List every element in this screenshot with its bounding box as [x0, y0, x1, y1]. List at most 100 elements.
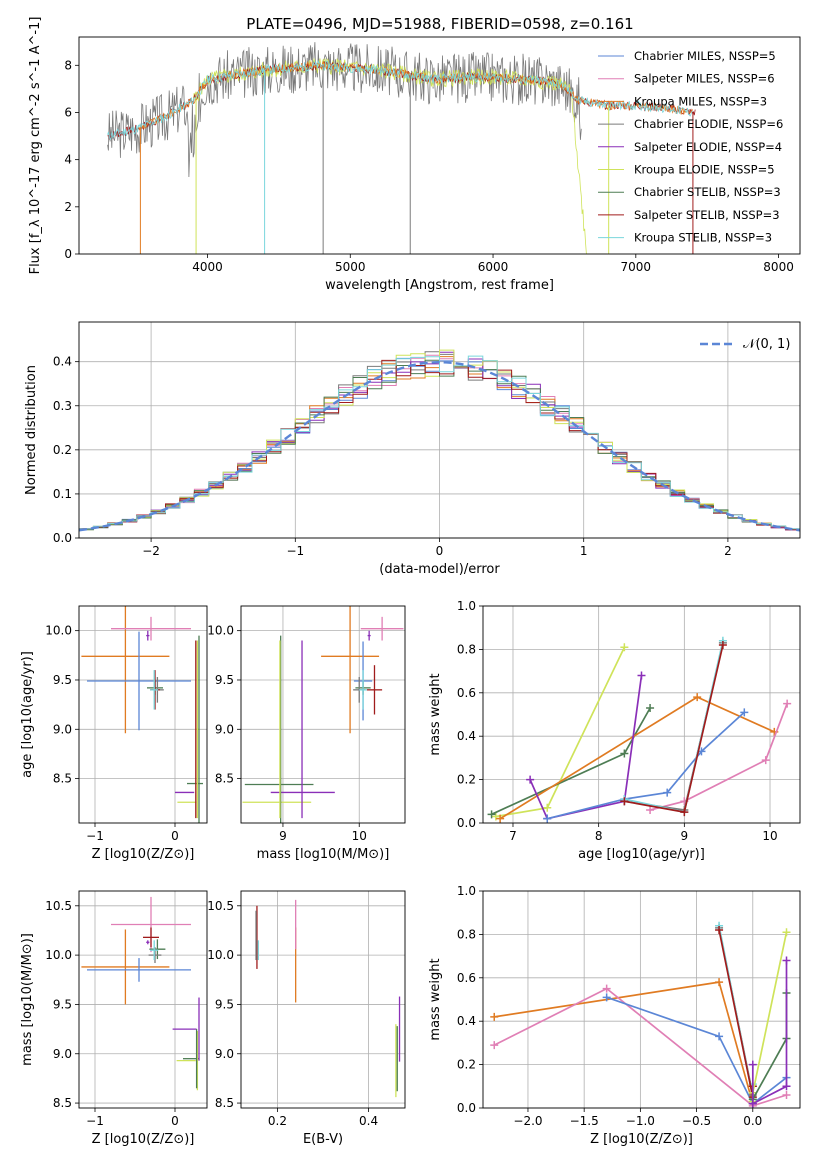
- x-tick-label: −2: [142, 544, 160, 558]
- x-tick-label: 0: [171, 829, 179, 843]
- x-axis-label: age [log10(age/yr)]: [578, 847, 705, 862]
- x-tick-label: 10: [762, 829, 777, 843]
- y-axis-label: age [log10(age/yr)]: [20, 651, 35, 778]
- x-axis-label: (data-model)/error: [379, 562, 500, 577]
- x-tick-label: 4000: [192, 260, 223, 274]
- y-tick-label: 0.6: [457, 971, 476, 985]
- point-marker: [693, 693, 702, 702]
- legend-label: Salpeter MILES, NSSP=6: [634, 72, 775, 86]
- x-tick-label: 7: [509, 829, 517, 843]
- x-tick-label: 8000: [763, 260, 794, 274]
- x-tick-label: 5000: [335, 260, 366, 274]
- point-marker: [646, 805, 655, 814]
- x-tick-label: 1: [580, 544, 588, 558]
- plot-area: [81, 896, 200, 1091]
- y-tick-label: 0.4: [457, 1014, 476, 1028]
- point-marker: [761, 756, 770, 765]
- y-tick-label: 9.0: [53, 722, 72, 736]
- axes-frame: [78, 321, 801, 539]
- axes-frame: [78, 605, 208, 824]
- point-marker: [496, 814, 505, 823]
- point-marker: [740, 708, 749, 717]
- axes-frame: [78, 36, 801, 255]
- axes-frame: [482, 605, 801, 824]
- normal-curve: [79, 360, 800, 532]
- point-marker: [748, 1060, 757, 1069]
- plot-area: [107, 42, 696, 254]
- series-line: [751, 960, 788, 1106]
- y-tick-label: 10.0: [207, 948, 234, 962]
- legend-label: 𝒩(0, 1): [743, 337, 790, 352]
- plot-area: [81, 606, 203, 823]
- axes-frame: [78, 890, 208, 1109]
- Z_vs_mass_weight-panel: −2.0 −1.5 −1.0 −0.5 0.0 0.0 0.2 0.4 0.6 0.8 1.0 Z […: [428, 884, 801, 1147]
- y-axis-label: mass weight: [428, 673, 443, 755]
- point-marker: [526, 775, 535, 784]
- y-tick-label: 10.0: [45, 948, 72, 962]
- y-tick-label: 10.5: [45, 899, 72, 913]
- point-marker: [490, 1012, 499, 1021]
- y-tick-label: 9.0: [215, 1047, 234, 1061]
- x-tick-label: 9: [681, 829, 689, 843]
- x-tick-label: 0: [436, 544, 444, 558]
- point-marker: [487, 810, 496, 819]
- point-marker: [620, 643, 629, 652]
- point-marker: [620, 749, 629, 758]
- series-line: [495, 646, 626, 818]
- point-marker: [680, 808, 689, 817]
- Z_vs_mass-panel: −1 0 8.5 9.0 9.5 10.0 10.5 Z [log10(Z/Z⊙)] mass …: [20, 890, 208, 1147]
- legend-label: Chabrier ELODIE, NSSP=6: [634, 117, 783, 131]
- point-marker: [782, 956, 791, 965]
- y-tick-label: 6: [64, 105, 72, 119]
- y-axis-label: Flux [f_λ 10^-17 erg cm^-2 s^-1 A^-1]: [28, 17, 43, 275]
- x-tick-label: 10: [352, 829, 367, 843]
- series-line: [499, 696, 775, 820]
- y-tick-label: 0.8: [457, 927, 476, 941]
- legend-label: Salpeter STELIB, NSSP=3: [634, 208, 780, 222]
- spectrum-chabrier_elodie: [107, 42, 582, 178]
- plot-area: [255, 899, 401, 1098]
- y-tick-label: 9.5: [215, 997, 234, 1011]
- y-tick-label: 0.0: [457, 1101, 476, 1115]
- y-tick-label: 8.5: [215, 1096, 234, 1110]
- ebv_vs_mass-panel: 0.2 0.4 8.5 9.0 9.5 10.0 10.5 E(B-V): [207, 890, 406, 1147]
- y-tick-label: 10.0: [45, 624, 72, 638]
- x-tick-label: 6000: [478, 260, 509, 274]
- legend-label: Kroupa ELODIE, NSSP=5: [634, 163, 775, 177]
- point-marker: [620, 797, 629, 806]
- x-tick-label: 0.4: [359, 1114, 378, 1128]
- y-tick-label: 10.5: [207, 899, 234, 913]
- point-marker: [637, 671, 646, 680]
- y-tick-label: 9.5: [53, 997, 72, 1011]
- Z_vs_age-panel: −1 0 8.5 9.0 9.5 10.0 Z [log10(Z/Z⊙)] age [log1…: [20, 605, 208, 862]
- y-tick-label: 9.0: [53, 1047, 72, 1061]
- point-marker: [715, 1032, 724, 1041]
- y-tick-label: 1.0: [457, 884, 476, 898]
- legend-label: Kroupa STELIB, NSSP=3: [634, 231, 772, 245]
- x-tick-label: −1: [286, 544, 304, 558]
- age_vs_mass_weight-panel: 7 8 9 10 0.0 0.2 0.4 0.6 0.8 1.0 age [log10(age/yr…: [428, 599, 801, 862]
- mass_vs_age-panel: 9 10 8.5 9.0 9.5 10.0 mass [log10(M/M⊙)]: [207, 605, 406, 862]
- point-marker: [663, 788, 672, 797]
- point-marker: [602, 993, 611, 1002]
- figure-title: PLATE=0496, MJD=51988, FIBERID=0598, z=0…: [246, 15, 633, 33]
- x-axis-label: mass [log10(M/M⊙)]: [257, 847, 390, 862]
- point-marker: [715, 926, 724, 935]
- x-tick-label: 0.0: [743, 1114, 762, 1128]
- point-marker: [491, 812, 500, 821]
- y-tick-label: 8.5: [53, 772, 72, 786]
- y-tick-label: 1.0: [457, 599, 476, 613]
- point-marker: [602, 984, 611, 993]
- y-tick-label: 0.2: [457, 773, 476, 787]
- series-line: [718, 929, 754, 1098]
- legend-label: Chabrier MILES, NSSP=5: [634, 49, 776, 63]
- axes-frame: [240, 605, 406, 824]
- y-tick-label: 8.5: [53, 1096, 72, 1110]
- legend-label: Salpeter ELODIE, NSSP=4: [634, 140, 782, 154]
- x-tick-label: −1.0: [626, 1114, 655, 1128]
- y-tick-label: 0.0: [53, 531, 72, 545]
- y-tick-label: 10.0: [207, 624, 234, 638]
- spectrum-panel: 4000 5000 6000 7000 8000 0 2 4 6 8 wavelength [Ang…: [28, 17, 801, 293]
- legend-label: Kroupa MILES, NSSP=3: [634, 94, 767, 108]
- x-tick-label: 2: [724, 544, 732, 558]
